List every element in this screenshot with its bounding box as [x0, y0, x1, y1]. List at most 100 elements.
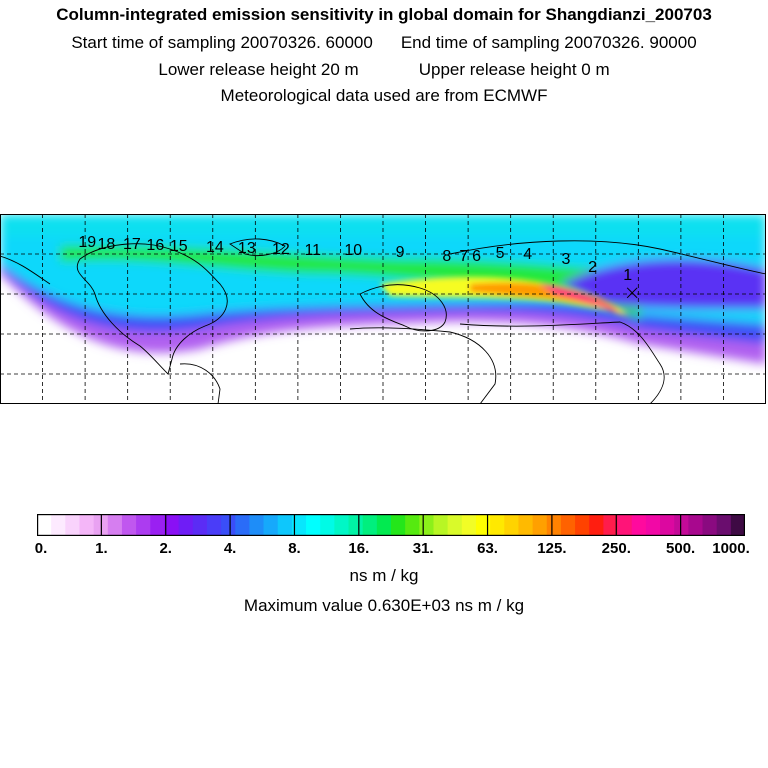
alaska-outline [0, 255, 51, 285]
colorbar-cell [419, 514, 434, 536]
met-data-text: Meteorological data used are from ECMWF [220, 86, 548, 105]
colorbar-tick-label: 4. [223, 540, 237, 557]
lower-release-text: Lower release height 20 m [158, 60, 359, 79]
trajectory-label: 9 [396, 244, 405, 261]
colorbar-cell [603, 514, 619, 536]
sampling-times: Start time of sampling 20070326. 60000 En… [0, 33, 768, 53]
colorbar-tick-label: 63. [477, 540, 498, 557]
greenland-outline [229, 238, 286, 257]
map-title: Column-integrated emission sensitivity i… [56, 5, 712, 24]
maximum-value-text: Maximum value 0.630E+03 ns m / kg [243, 596, 525, 615]
colorbar-cell [461, 514, 477, 536]
colorbar-cell [391, 514, 406, 536]
colorbar-tick-label: 250. [601, 540, 631, 557]
start-time-text: Start time of sampling 20070326. 60000 [71, 33, 373, 52]
colorbar-cell [206, 514, 222, 536]
station-cross-stroke [626, 287, 638, 299]
colorbar-cell [150, 514, 165, 536]
trajectory-label: 15 [170, 238, 188, 255]
trajectory-label: 16 [146, 237, 164, 254]
trajectory-label: 17 [123, 236, 141, 253]
map-frame [0, 214, 766, 404]
colorbar-cell [192, 514, 208, 536]
trajectory-label: 19 [78, 234, 96, 251]
colorbar-cell [702, 514, 718, 536]
trajectory-label: 3 [562, 251, 571, 268]
asia-outline [449, 240, 766, 404]
colorbar-tick-label: 2. [159, 540, 172, 557]
colorbar-cell [277, 514, 293, 536]
colorbar-cell [433, 514, 449, 536]
station-marker [626, 287, 638, 299]
colorbar-cell [107, 514, 123, 536]
africa-outline [349, 327, 497, 404]
trajectory-label: 13 [238, 240, 256, 257]
colorbar-cell [518, 514, 534, 536]
colorbar-tick-label: 1000. [712, 540, 750, 557]
colorbar-cell [405, 514, 420, 536]
colorbar-cell [688, 514, 704, 536]
trajectory-label: 6 [472, 248, 481, 265]
trajectory-label: 11 [304, 242, 321, 259]
colorbar-cell [546, 514, 562, 536]
colorbar-cell [376, 514, 392, 536]
lat-lon-grid [0, 214, 766, 404]
colorbar-tick-label: 0. [34, 540, 48, 557]
trajectory-label: 2 [588, 259, 597, 276]
colorbar-cell [490, 514, 505, 536]
colorbar-tick-label: 125. [537, 540, 567, 557]
trajectory-label: 8 [442, 248, 451, 265]
colorbar-cell [221, 514, 236, 536]
upper-release-text: Upper release height 0 m [418, 60, 610, 79]
colorbar-tick-label: 31. [412, 540, 434, 557]
colorbar-cells [37, 514, 745, 536]
colorbar-tick-label: 16. [348, 540, 370, 557]
colorbar-cell [178, 514, 194, 536]
colorbar-cell [362, 514, 378, 536]
trajectory-label: 1 [623, 267, 632, 284]
colorbar-cell [121, 514, 137, 536]
trajectory-label: 10 [344, 242, 362, 259]
colorbar-cell [136, 514, 151, 536]
colorbar-cell [617, 514, 633, 536]
trajectory-label: 7 [459, 248, 468, 265]
colorbar-frame [37, 514, 745, 536]
colorbar-cell [447, 514, 463, 536]
colorbar-cell [235, 514, 250, 536]
colorbar-cell [504, 514, 519, 536]
trajectory-label: 14 [206, 239, 224, 256]
trajectory-label: 18 [97, 236, 115, 253]
release-heights: Lower release height 20 m Upper release h… [0, 60, 768, 80]
coastlines [0, 238, 766, 404]
colorbar-tick-label: 1. [95, 540, 108, 557]
colorbar-cell [475, 514, 491, 536]
colorbar-cell [532, 514, 548, 536]
colorbar-cell [348, 514, 364, 536]
colorbar-tick-label: 500. [666, 540, 696, 557]
south-america-outline [179, 363, 221, 404]
europe-outline [359, 284, 447, 332]
end-time-text: End time of sampling 20070326. 90000 [400, 33, 697, 52]
colorbar-cell [716, 514, 732, 536]
colorbar-cell [589, 514, 604, 536]
colorbar-cell [645, 514, 661, 536]
colorbar-cell [560, 514, 576, 536]
colorbar-tick-label: 8. [288, 540, 301, 557]
colorbar-cell [79, 514, 95, 536]
colorbar-cell [65, 514, 80, 536]
colorbar-dividers [100, 514, 682, 536]
colorbar-cell [730, 514, 745, 536]
colorbar-cell [660, 514, 675, 536]
sensitivity-field [0, 214, 766, 364]
trajectory-label: 12 [272, 241, 290, 258]
colorbar-unit: ns m / kg [349, 566, 419, 585]
colorbar-cell [306, 514, 321, 536]
colorbar-cell [575, 514, 590, 536]
colorbar-cell [320, 514, 335, 536]
colorbar-cell [263, 514, 279, 536]
colorbar-cell [37, 514, 52, 536]
colorbar-cell [249, 514, 265, 536]
colorbar [37, 514, 745, 536]
